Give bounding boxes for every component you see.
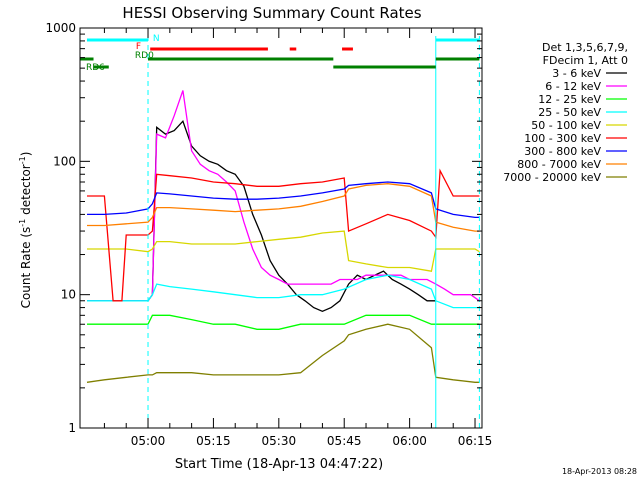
legend: Det 1,3,5,6,7,9,FDecim 1, Att 03 - 6 keV… (503, 41, 628, 184)
x-tick-label: 06:00 (392, 434, 427, 448)
series-line-8 (87, 183, 480, 232)
y-axis-label: Count Rate (s-1 detector-1) (18, 152, 33, 309)
y-axis-label-part: -1 (18, 156, 27, 164)
flag-label: RD6 (86, 63, 105, 73)
legend-label: 6 - 12 keV (545, 80, 601, 93)
series-line-9 (86, 323, 480, 383)
legend-label: 800 - 7000 keV (517, 158, 601, 171)
plot-frame (79, 27, 483, 429)
x-axis-label: Start Time (18-Apr-13 04:47:22) (175, 457, 383, 472)
flag-label: RD0 (135, 51, 154, 61)
y-tick-label: 1000 (45, 21, 76, 35)
y-axis-label-part: ) (19, 152, 33, 157)
legend-label: 7000 - 20000 keV (503, 171, 601, 184)
legend-label: 50 - 100 keV (531, 119, 601, 132)
y-tick-label: 1 (68, 421, 76, 435)
legend-label: 25 - 50 keV (538, 106, 601, 119)
x-tick-label: 05:30 (262, 434, 297, 448)
legend-label: 100 - 300 keV (524, 132, 601, 145)
series-line-2 (87, 90, 480, 302)
flag-label: F (136, 42, 141, 52)
y-axis-label-part: -1 (18, 219, 27, 227)
legend-label: 12 - 25 keV (538, 93, 601, 106)
x-tick-label: 05:45 (327, 434, 362, 448)
legend-label: 3 - 6 keV (552, 67, 601, 80)
flag-label: N (153, 34, 160, 44)
series-line-6 (87, 168, 480, 302)
axes: 1 10 100 1000 05:00 05:15 05:30 05:45 06:00 06:15 (45, 21, 492, 448)
chart-title: HESSI Observing Summary Count Rates (122, 4, 421, 22)
y-axis-label-part: Count Rate (s (19, 227, 33, 309)
x-tick-label: 05:00 (131, 434, 166, 448)
legend-header-line: Det 1,3,5,6,7,9, (542, 41, 628, 54)
y-tick-label: 10 (61, 288, 76, 302)
series-line-7 (87, 181, 480, 219)
series-line-3 (87, 314, 480, 330)
series-line-4 (87, 274, 480, 309)
legend-label: 300 - 800 keV (524, 145, 601, 158)
legend-header-line: FDecim 1, Att 0 (543, 54, 628, 67)
y-axis-label-part: detector (19, 164, 33, 219)
timestamp: 18-Apr-2013 08:28 (562, 467, 637, 476)
x-tick-label: 05:15 (196, 434, 231, 448)
series-group (86, 90, 480, 383)
series-line-5 (87, 230, 480, 272)
x-tick-label: 06:15 (458, 434, 493, 448)
y-tick-label: 100 (53, 154, 76, 168)
